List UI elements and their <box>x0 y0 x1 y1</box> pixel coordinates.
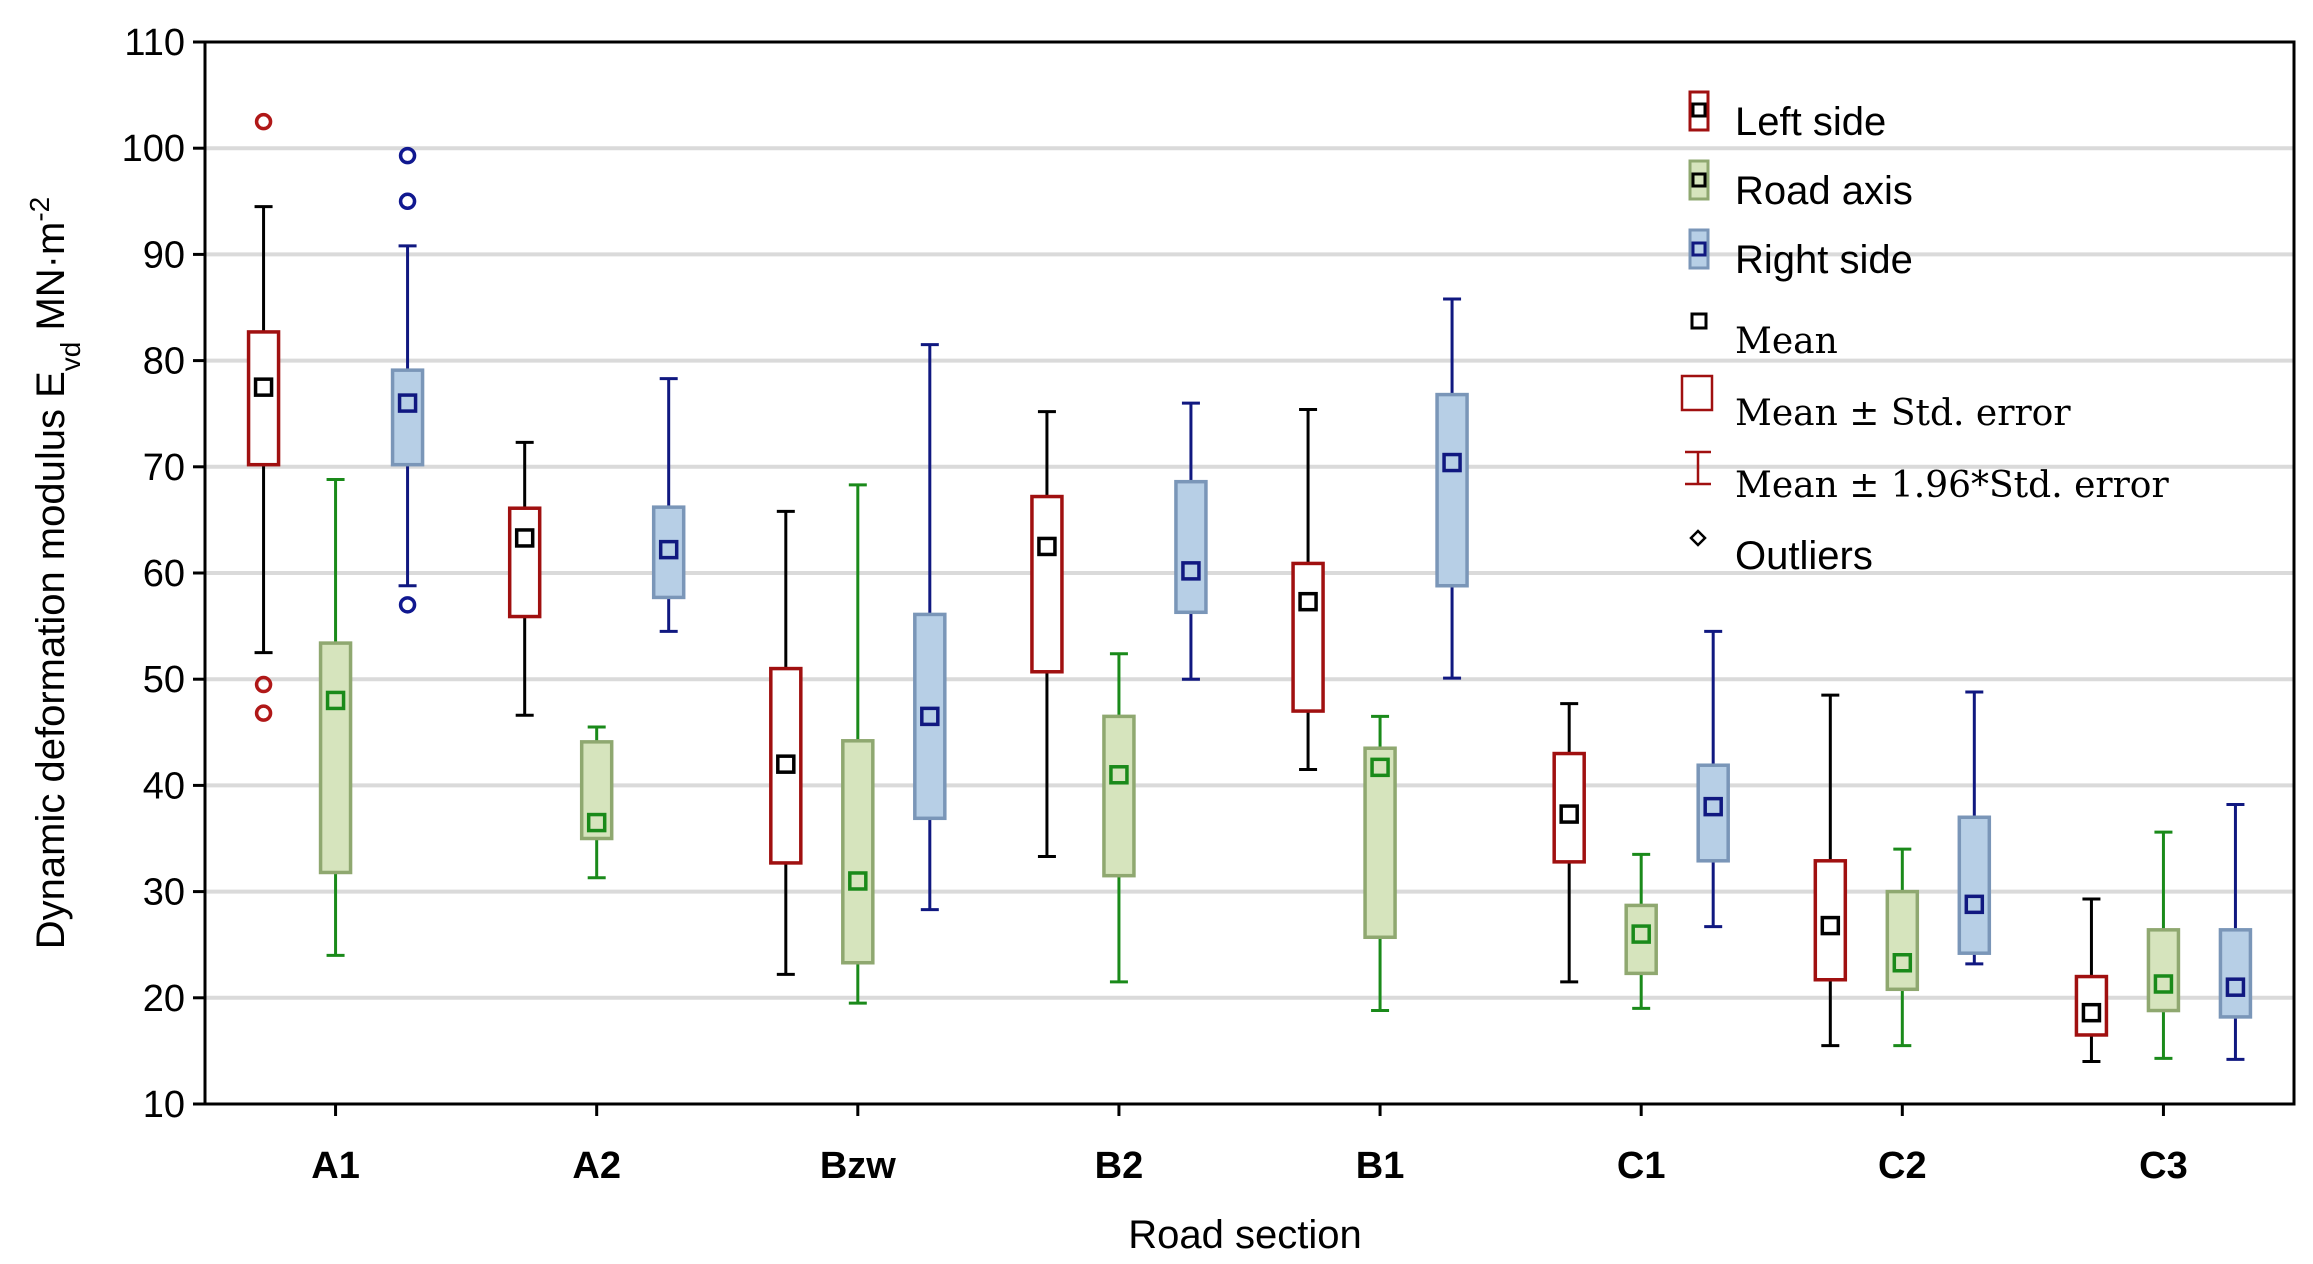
legend-right-side-mean-marker <box>1691 241 1707 257</box>
outlier-point-right-side <box>398 596 417 614</box>
mean-marker-left-side-a1 <box>253 377 274 397</box>
mean-marker-road-axis-c3 <box>2153 974 2174 994</box>
mean-marker-right-side-a2 <box>658 539 679 560</box>
mean-marker-road-axis-a2 <box>586 812 607 833</box>
box-road-axis-a1 <box>318 641 353 875</box>
x-tick-label: A1 <box>311 1145 360 1187</box>
legend: Left side Road axis Right side Mean Mean… <box>1680 90 2169 578</box>
y-axis-title-main: Dynamic deformation modulus E <box>29 371 73 949</box>
mean-marker-left-side-c1 <box>1559 804 1579 824</box>
legend-road-axis-label: Road axis <box>1735 169 1913 213</box>
gridlines <box>205 146 2294 1000</box>
legend-right-side-swatch <box>1688 228 1710 270</box>
mean-marker-right-side-b1 <box>1442 452 1462 473</box>
x-tick-label: B2 <box>1095 1145 1144 1187</box>
box-right-side-c2 <box>1957 815 1992 955</box>
y-tick-label: 110 <box>124 22 185 64</box>
outlier-point-left-side <box>254 675 273 694</box>
mean-marker-road-axis-b1 <box>1370 757 1390 778</box>
outlier-point-left-side <box>254 112 273 131</box>
x-tick-label: C1 <box>1617 1145 1666 1187</box>
box-road-axis-bzw <box>841 739 875 965</box>
x-tick-label: C2 <box>1878 1145 1927 1187</box>
x-tick-label: A2 <box>572 1145 621 1187</box>
legend-outlier-marker <box>1689 529 1707 547</box>
x-tick-label: C3 <box>2139 1145 2188 1187</box>
y-tick-label: 40 <box>143 765 185 807</box>
x-axis-title: Road section <box>1128 1213 1361 1257</box>
mean-marker-right-side-bzw <box>920 706 940 727</box>
mean-marker-road-axis-bzw <box>848 871 868 891</box>
mean-marker-left-side-bzw <box>776 754 796 774</box>
x-tick-label: B1 <box>1356 1145 1405 1187</box>
box-road-axis-b1 <box>1363 746 1397 940</box>
mean-marker-road-axis-b2 <box>1109 765 1129 785</box>
y-axis-title-sub: vd <box>55 342 86 372</box>
y-tick-label: 50 <box>143 659 185 701</box>
legend-left-side-swatch <box>1688 90 1710 132</box>
box-road-axis-b2 <box>1102 714 1136 878</box>
y-tick-label: 60 <box>143 553 185 595</box>
mean-marker-right-side-c3 <box>2225 977 2246 997</box>
legend-ci-label: Mean ± 1.96*Std. error <box>1735 465 2169 506</box>
box-right-side-b2 <box>1174 479 1208 615</box>
box-right-side-a1 <box>390 368 425 467</box>
y-tick-label: 100 <box>122 128 185 170</box>
box-left-side-c3 <box>2074 974 2109 1037</box>
y-axis-title-sup: -2 <box>24 197 55 222</box>
box-left-side-b1 <box>1291 561 1325 713</box>
box-right-side-bzw <box>913 612 947 821</box>
box-left-side-a1 <box>246 330 281 467</box>
series-right-side <box>390 146 2253 1061</box>
legend-outliers-label: Outliers <box>1735 534 1873 578</box>
mean-marker-left-side-b1 <box>1298 591 1318 612</box>
legend-road-axis-swatch <box>1688 159 1710 201</box>
box-road-axis-c2 <box>1885 889 1920 992</box>
outlier-point-right-side <box>398 146 417 165</box>
y-tick-label: 70 <box>143 447 185 489</box>
mean-marker-left-side-c3 <box>2081 1002 2102 1023</box>
y-axis-title-unit: MN·m <box>29 222 73 342</box>
outlier-point-right-side <box>398 192 417 211</box>
mean-marker-left-side-c2 <box>1820 915 1841 936</box>
mean-marker-road-axis-a1 <box>325 690 346 711</box>
mean-marker-right-side-b2 <box>1181 561 1201 581</box>
series-road-axis <box>318 478 2181 1060</box>
y-tick-label: 90 <box>143 234 185 276</box>
series-left-side <box>246 112 2109 1064</box>
legend-mean-label: Mean <box>1735 321 1838 362</box>
x-axis-ticks: A1 A2 Bzw B2 B1 C1 C2 C3 <box>311 1104 2188 1187</box>
y-tick-label: 20 <box>143 978 185 1020</box>
y-tick-label: 30 <box>143 872 185 914</box>
legend-ci-marker <box>1685 450 1711 486</box>
box-road-axis-c3 <box>2146 928 2181 1013</box>
mean-marker-left-side-a2 <box>514 528 535 548</box>
x-tick-label: Bzw <box>820 1145 896 1187</box>
box-right-side-c3 <box>2218 928 2253 1019</box>
outlier-point-left-side <box>254 704 273 722</box>
mean-marker-right-side-c2 <box>1964 894 1985 915</box>
box-left-side-b2 <box>1030 494 1064 674</box>
legend-mean-marker <box>1690 312 1708 330</box>
legend-std-error-marker <box>1680 374 1714 412</box>
legend-left-side-mean-marker <box>1691 102 1707 118</box>
mean-marker-left-side-b2 <box>1037 536 1057 557</box>
y-axis-title: Dynamic deformation modulus Evd MN·m-2 <box>24 197 86 949</box>
y-tick-label: 10 <box>143 1084 185 1126</box>
mean-marker-road-axis-c1 <box>1631 924 1651 944</box>
mean-marker-road-axis-c2 <box>1892 953 1913 973</box>
legend-road-axis-mean-marker <box>1691 172 1707 188</box>
y-axis-ticks: 10 20 30 40 50 60 70 80 90 100 110 <box>122 22 205 1126</box>
legend-left-side-label: Left side <box>1735 100 1886 144</box>
y-tick-label: 80 <box>143 341 185 383</box>
box-right-side-b1 <box>1435 392 1469 588</box>
mean-marker-right-side-a1 <box>397 393 418 413</box>
legend-std-error-label: Mean ± Std. error <box>1735 393 2071 434</box>
legend-right-side-label: Right side <box>1735 238 1913 282</box>
box-left-side-a2 <box>507 506 542 619</box>
mean-marker-right-side-c1 <box>1703 796 1723 817</box>
box-series-group <box>246 112 2253 1064</box>
